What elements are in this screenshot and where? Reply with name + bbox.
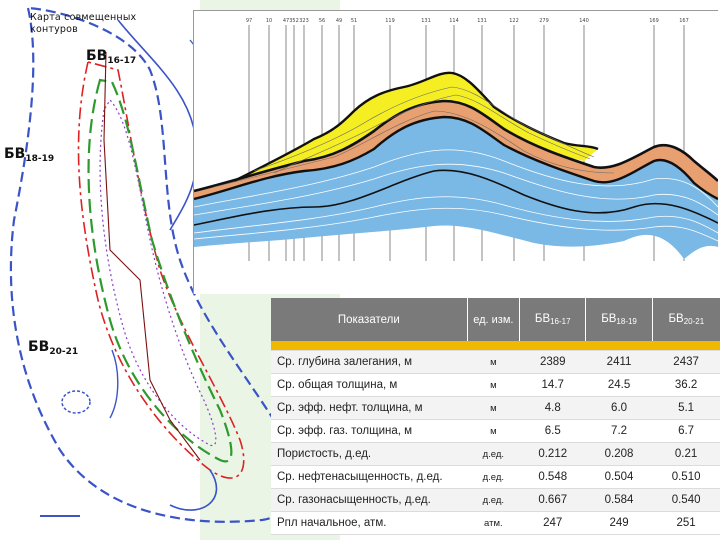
map-label-sub: 16-17 <box>107 56 137 66</box>
row-name: Ср. общая толщина, м <box>271 373 468 397</box>
well-label: 131 <box>477 18 487 24</box>
row-value-bv20-21: 6.7 <box>652 419 720 443</box>
well-label: 169 <box>649 18 659 24</box>
row-unit: д.ед. <box>467 465 520 489</box>
row-name: Ср. эфф. газ. толщина, м <box>271 419 468 443</box>
well-label: 56 <box>319 18 325 24</box>
well-label: 323 <box>299 18 309 24</box>
table-row: Пористость, д.ед. д.ед. 0.212 0.208 0.21 <box>271 442 720 466</box>
layer-bv20-21 <box>194 117 718 259</box>
row-value-bv18-19: 24.5 <box>585 373 653 397</box>
layer-bv16-17 <box>234 72 598 181</box>
map-label-sub: 18-19 <box>25 154 55 164</box>
table-accent-band <box>271 341 720 351</box>
row-value-bv18-19: 0.584 <box>585 488 653 512</box>
table-row: Рпл начальное, атм. атм. 247 249 251 <box>271 511 720 535</box>
table-row: Ср. газонасыщенность, д.ед. д.ед. 0.667 0.5… <box>271 488 720 512</box>
header-main: БВ <box>534 313 551 325</box>
table-row: Ср. эфф. нефт. толщина, м м 4.8 6.0 5.1 <box>271 396 720 420</box>
map-label-main: БВ <box>86 48 108 64</box>
cross-section-drawing: 97 10 47 352 323 56 49 51 119 131 114 131 122 279 140 1… <box>193 18 719 261</box>
well-label: 114 <box>449 18 459 24</box>
row-unit: м <box>467 350 520 374</box>
header-unit: ед. изм. <box>467 298 521 341</box>
table-header-row: Показатели ед. изм. БВ16-17 БВ18-19 БВ20… <box>271 298 720 341</box>
map-label-sub: 20-21 <box>49 347 79 357</box>
header-bv18-19: БВ18-19 <box>585 298 653 341</box>
well-label: 119 <box>385 18 395 24</box>
well-label: 10 <box>266 18 272 24</box>
map-label-bv18-19: БВ18-19 <box>4 146 54 164</box>
well-label: 131 <box>421 18 431 24</box>
well-label: 167 <box>679 18 689 24</box>
map-title-line2: контуров <box>30 24 78 35</box>
row-value-bv20-21: 0.510 <box>652 465 720 489</box>
row-unit: д.ед. <box>467 488 520 512</box>
row-value-bv16-17: 0.212 <box>519 442 586 466</box>
header-bv16-17: БВ16-17 <box>519 298 587 341</box>
row-name: Пористость, д.ед. <box>271 442 468 466</box>
row-value-bv20-21: 0.540 <box>652 488 720 512</box>
well-label: 140 <box>579 18 589 24</box>
accent-band-cell <box>271 341 720 351</box>
header-sub: 18-19 <box>616 317 637 326</box>
row-name: Ср. газонасыщенность, д.ед. <box>271 488 468 512</box>
well-label: 51 <box>351 18 357 24</box>
header-bv20-21: БВ20-21 <box>652 298 720 341</box>
well-label: 47 <box>283 18 289 24</box>
table-row: Ср. глубина залегания, м м 2389 2411 2437 <box>271 350 720 374</box>
map-label-main: БВ <box>28 339 50 355</box>
row-value-bv20-21: 5.1 <box>652 396 720 420</box>
row-value-bv18-19: 2411 <box>585 350 653 374</box>
row-unit: м <box>467 373 520 397</box>
header-main: БВ <box>668 313 684 325</box>
row-value-bv18-19: 6.0 <box>585 396 653 420</box>
row-value-bv20-21: 251 <box>652 511 720 535</box>
header-main: БВ <box>601 313 617 325</box>
row-value-bv18-19: 7.2 <box>585 419 653 443</box>
row-value-bv16-17: 0.548 <box>519 465 586 489</box>
well-label: 122 <box>509 18 519 24</box>
row-unit: м <box>467 396 520 420</box>
row-unit: атм. <box>467 511 520 535</box>
row-value-bv20-21: 2437 <box>652 350 720 374</box>
row-name: Ср. глубина залегания, м <box>271 350 468 374</box>
row-value-bv16-17: 6.5 <box>519 419 586 443</box>
layer-bv18-19 <box>194 101 718 199</box>
well-label: 352 <box>289 18 299 24</box>
row-unit: д.ед. <box>467 442 520 466</box>
table-body: Ср. глубина залегания, м м 2389 2411 2437 Ср.… <box>271 341 720 535</box>
well-label: 97 <box>246 18 252 24</box>
table-row: Ср. эфф. газ. толщина, м м 6.5 7.2 6.7 <box>271 419 720 443</box>
table-row: Ср. нефтенасыщенность, д.ед. д.ед. 0.548 0.… <box>271 465 720 489</box>
parameters-table: Показатели ед. изм. БВ16-17 БВ18-19 БВ20… <box>271 298 720 535</box>
row-value-bv16-17: 14.7 <box>519 373 586 397</box>
map-title: Карта совмещенных контуров <box>30 12 136 36</box>
map-label-bv16-17: БВ16-17 <box>86 48 136 66</box>
header-param: Показатели <box>271 298 468 341</box>
row-value-bv18-19: 0.208 <box>585 442 653 466</box>
row-value-bv16-17: 0.667 <box>519 488 586 512</box>
row-name: Ср. нефтенасыщенность, д.ед. <box>271 465 468 489</box>
well-label: 279 <box>539 18 549 24</box>
map-label-main: БВ <box>4 146 26 162</box>
well-label: 49 <box>336 18 342 24</box>
row-value-bv20-21: 36.2 <box>652 373 720 397</box>
row-value-bv18-19: 0.504 <box>585 465 653 489</box>
row-value-bv16-17: 2389 <box>519 350 586 374</box>
header-sub: 16-17 <box>550 317 571 326</box>
row-unit: м <box>467 419 520 443</box>
row-value-bv16-17: 247 <box>519 511 586 535</box>
row-name: Рпл начальное, атм. <box>271 511 468 535</box>
row-value-bv18-19: 249 <box>585 511 653 535</box>
map-label-bv20-21: БВ20-21 <box>28 339 78 357</box>
row-value-bv16-17: 4.8 <box>519 396 586 420</box>
map-title-line1: Карта совмещенных <box>30 12 137 23</box>
row-value-bv20-21: 0.21 <box>652 442 720 466</box>
row-name: Ср. эфф. нефт. толщина, м <box>271 396 468 420</box>
table-row: Ср. общая толщина, м м 14.7 24.5 36.2 <box>271 373 720 397</box>
geological-cross-section: 97 10 47 352 323 56 49 51 119 131 114 131 122 279 140 1… <box>193 10 719 294</box>
header-sub: 20-21 <box>683 317 705 326</box>
